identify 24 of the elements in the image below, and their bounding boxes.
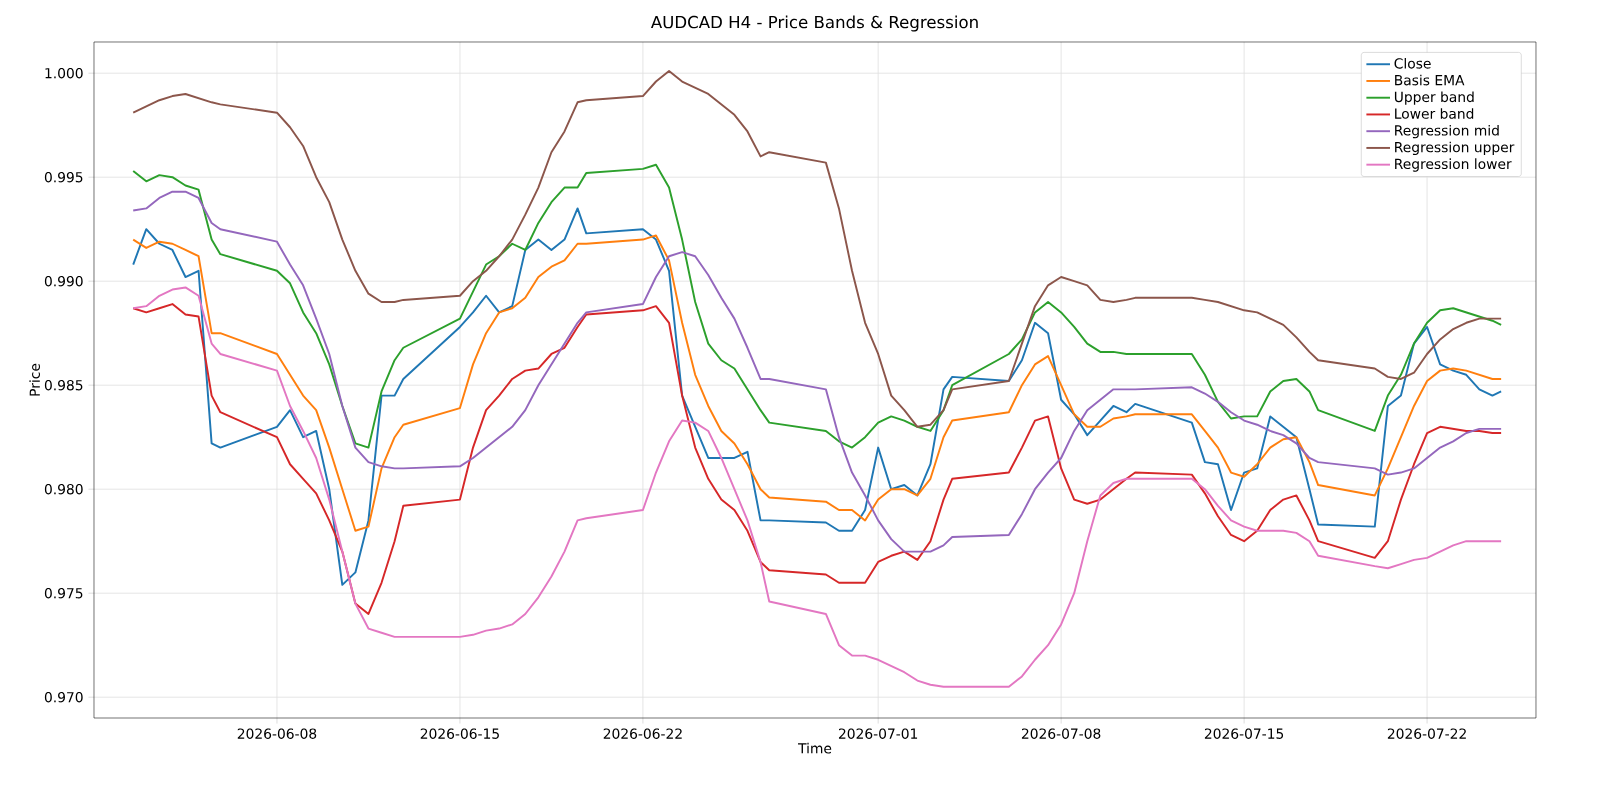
x-tick-label: 2026-07-01: [838, 728, 918, 739]
legend-label: Regression lower: [1395, 158, 1512, 172]
legend-label: Regression mid: [1395, 124, 1499, 139]
y-tick-label: 0.995: [44, 171, 83, 183]
x-tick-label: 2026-06-22: [603, 728, 682, 739]
y-tick-label: 0.975: [44, 587, 83, 599]
x-tick-label: 2026-06-15: [420, 728, 499, 739]
x-tick-label: 2026-07-08: [1021, 728, 1101, 739]
y-tick-label: 1.000: [45, 67, 83, 79]
x-tick-label: 2026-07-22: [1387, 728, 1466, 739]
legend-label: Regression upper: [1395, 141, 1515, 156]
y-tick-label: 0.990: [44, 275, 83, 287]
y-tick-label: 0.985: [44, 379, 83, 391]
chart-title: AUDCAD H4 - Price Bands & Regression: [650, 15, 978, 32]
x-tick-label: 2026-06-08: [237, 728, 317, 739]
x-tick-label: 2026-07-15: [1204, 728, 1284, 739]
legend-label: Basis EMA: [1395, 74, 1465, 86]
y-axis-title: Price: [29, 363, 40, 396]
y-tick-label: 0.980: [44, 483, 83, 495]
legend-label: Close: [1394, 57, 1431, 69]
legend-label: Lower band: [1395, 108, 1474, 119]
y-tick-label: 0.970: [44, 691, 83, 703]
x-axis-title: Time: [798, 742, 832, 754]
legend-label: Upper band: [1394, 91, 1474, 105]
